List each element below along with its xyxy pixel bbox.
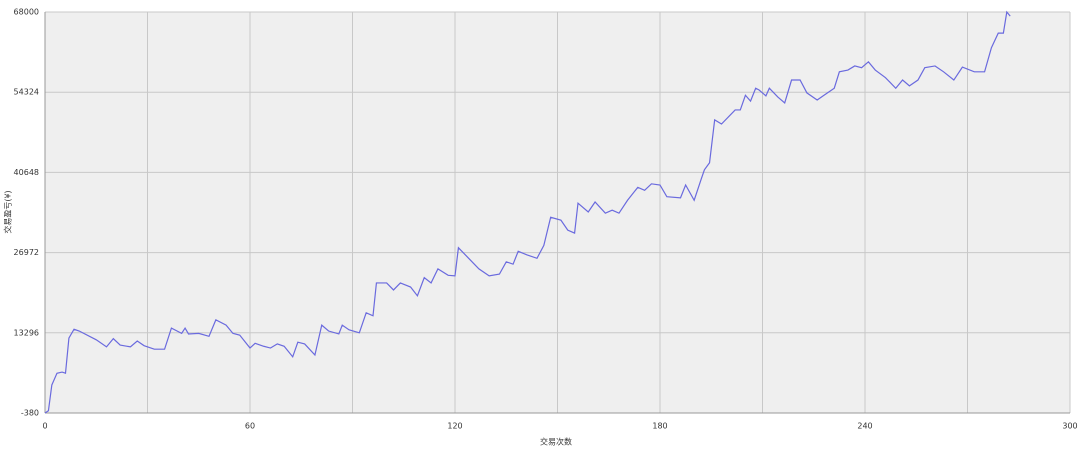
x-tick-label: 60	[245, 422, 255, 431]
x-axis-label: 交易次数	[540, 437, 572, 447]
y-tick-label: 26972	[14, 248, 39, 257]
y-tick-label: 68000	[14, 8, 39, 17]
y-tick-label: -380	[21, 409, 39, 418]
x-tick-label: 240	[857, 422, 872, 431]
x-tick-label: 180	[652, 422, 667, 431]
x-tick-label: 120	[447, 422, 462, 431]
y-tick-label: 54324	[14, 88, 39, 97]
x-tick-label: 0	[42, 422, 47, 431]
y-tick-label: 40648	[14, 168, 39, 177]
x-tick-label: 300	[1062, 422, 1077, 431]
y-tick-label: 13296	[14, 328, 39, 337]
data-line	[44, 10, 1011, 414]
y-axis-label: 交易盈亏(¥)	[3, 190, 13, 233]
